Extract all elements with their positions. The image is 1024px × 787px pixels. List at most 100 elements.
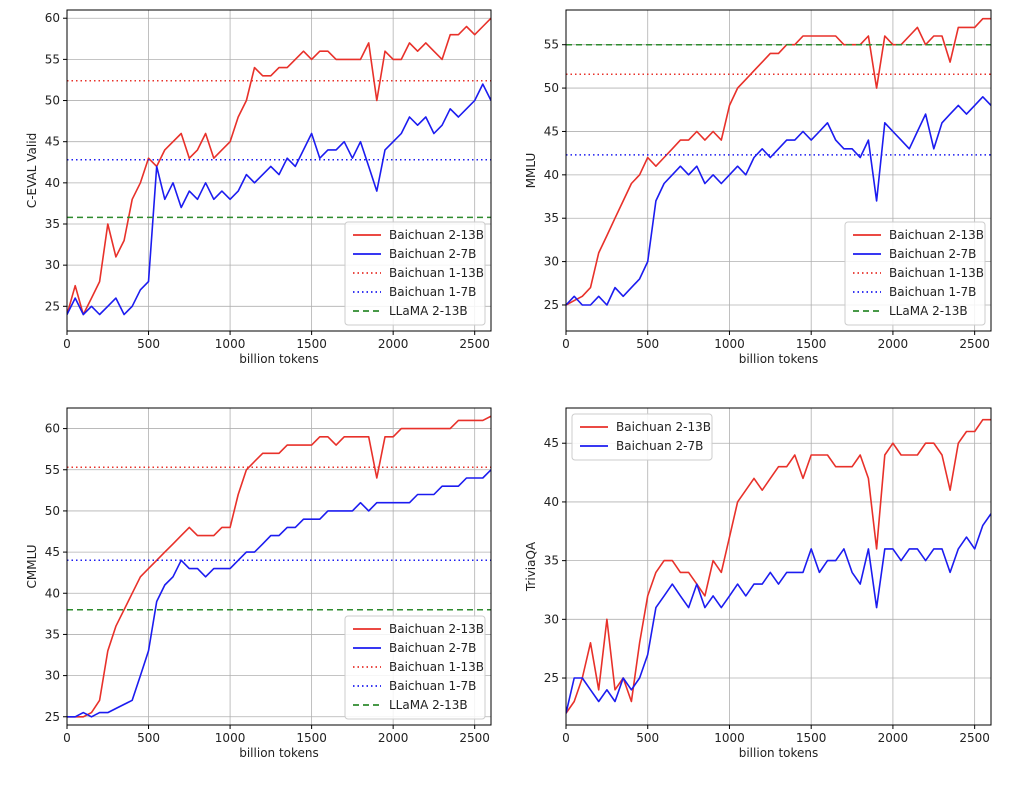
legend-label: Baichuan 2-7B [389, 641, 476, 655]
y-tick-label: 60 [45, 11, 60, 25]
series-group [67, 17, 491, 316]
x-tick-label: 1000 [215, 337, 246, 351]
y-tick-label: 50 [45, 504, 60, 518]
y-tick-label: 30 [45, 669, 60, 683]
y-tick-label: 55 [45, 463, 60, 477]
legend-label: Baichuan 2-13B [889, 228, 984, 242]
y-tick-label: 25 [544, 671, 559, 685]
y-tick-label: 35 [544, 211, 559, 225]
chart-panel-4: 0 500 1000 1500 2000 2500 25 30 35 40 45 billion to… [524, 407, 992, 760]
x-tick-label: 1500 [296, 337, 327, 351]
axes-frame [66, 407, 492, 726]
x-tick-label: 2500 [459, 731, 490, 745]
legend-label: Baichuan 1-13B [389, 660, 484, 674]
x-tick-label: 2500 [959, 337, 990, 351]
axes-frame [565, 407, 992, 726]
legend-box [344, 615, 486, 720]
legend-label: Baichuan 1-7B [389, 285, 476, 299]
y-tick-label: 30 [45, 258, 60, 272]
y-tick-label: 30 [544, 255, 559, 269]
y-tick-label: 25 [45, 299, 60, 313]
y-tick-label: 40 [45, 176, 60, 190]
y-tick-label: 55 [544, 38, 559, 52]
x-tick-label: 500 [636, 731, 659, 745]
x-tick-label: 1500 [296, 731, 327, 745]
y-tick-label: 40 [45, 586, 60, 600]
y-tick-label: 30 [544, 612, 559, 626]
x-tick-label: 500 [636, 337, 659, 351]
series-line-baichuan-2-13b [67, 17, 491, 316]
legend-label: LLaMA 2-13B [389, 304, 468, 318]
y-tick-label: 35 [544, 554, 559, 568]
x-tick-label: 2000 [878, 731, 909, 745]
legend-label: Baichuan 2-7B [389, 247, 476, 261]
series-group [566, 17, 991, 306]
y-tick-label: 45 [45, 545, 60, 559]
x-tick-label: 1500 [796, 337, 827, 351]
chart-panel-3: 0 500 1000 1500 2000 2500 25 30 35 40 45 50 55 60 bill… [25, 407, 492, 760]
x-tick-label: 500 [137, 731, 160, 745]
y-axis-label: CMMLU [25, 545, 39, 589]
series-line-baichuan-2-13b [566, 17, 991, 306]
legend-box [844, 221, 986, 326]
series-line-baichuan-2-13b [67, 415, 491, 718]
y-tick-label: 50 [544, 81, 559, 95]
axes-frame [565, 9, 992, 332]
x-tick-label: 1000 [714, 731, 745, 745]
y-tick-label: 45 [544, 436, 559, 450]
x-tick-label: 1000 [215, 731, 246, 745]
y-tick-label: 35 [45, 627, 60, 641]
x-tick-label: 2000 [878, 337, 909, 351]
x-tick-label: 0 [562, 731, 570, 745]
series-line-baichuan-2-7b [67, 83, 491, 316]
x-tick-label: 2000 [378, 731, 409, 745]
series-line-baichuan-2-7b [566, 513, 991, 714]
x-tick-label: 2500 [459, 337, 490, 351]
legend-label: Baichuan 1-7B [389, 679, 476, 693]
y-axis-label: C-EVAL Valid [25, 133, 39, 208]
x-tick-label: 0 [63, 731, 71, 745]
chart-panel-1: 0 500 1000 1500 2000 2500 25 30 35 40 45 50 55 60 bill… [25, 9, 492, 366]
y-tick-label: 45 [45, 135, 60, 149]
legend-label: Baichuan 2-13B [389, 228, 484, 242]
y-axis-label: MMLU [524, 153, 538, 189]
x-tick-label: 0 [562, 337, 570, 351]
chart-panel-2: 0 500 1000 1500 2000 2500 25 30 35 40 45 50 55 billio… [524, 9, 992, 366]
series-line-baichuan-2-7b [67, 469, 491, 718]
series-line-baichuan-2-13b [566, 418, 991, 714]
series-group [67, 415, 491, 718]
legend-box [571, 413, 713, 461]
x-axis-label: billion tokens [239, 746, 319, 760]
legend: Baichuan 2-13B Baichuan 2-7B [571, 413, 713, 461]
legend: Baichuan 2-13B Baichuan 2-7B Baichuan 1-13… [344, 615, 486, 720]
y-tick-label: 25 [544, 298, 559, 312]
legend: Baichuan 2-13B Baichuan 2-7B Baichuan 1-13… [844, 221, 986, 326]
y-tick-label: 60 [45, 422, 60, 436]
legend-label: Baichuan 1-13B [889, 266, 984, 280]
legend-box [344, 221, 486, 326]
axes-frame [66, 9, 492, 332]
legend-label: Baichuan 2-13B [389, 622, 484, 636]
x-tick-label: 1500 [796, 731, 827, 745]
legend-label: LLaMA 2-13B [389, 698, 468, 712]
y-tick-label: 55 [45, 52, 60, 66]
x-axis-label: billion tokens [739, 746, 819, 760]
legend-label: Baichuan 1-7B [889, 285, 976, 299]
y-tick-label: 35 [45, 217, 60, 231]
legend-label: Baichuan 2-7B [616, 439, 703, 453]
y-tick-label: 40 [544, 168, 559, 182]
legend-label: Baichuan 1-13B [389, 266, 484, 280]
series-line-baichuan-2-7b [566, 96, 991, 306]
legend: Baichuan 2-13B Baichuan 2-7B Baichuan 1-13… [344, 221, 486, 326]
y-axis-label: TriviaQA [524, 541, 538, 592]
x-tick-label: 500 [137, 337, 160, 351]
x-tick-label: 0 [63, 337, 71, 351]
y-tick-label: 45 [544, 124, 559, 138]
y-tick-label: 50 [45, 94, 60, 108]
legend-label: LLaMA 2-13B [889, 304, 968, 318]
x-tick-label: 2000 [378, 337, 409, 351]
y-tick-label: 25 [45, 710, 60, 724]
legend-label: Baichuan 2-7B [889, 247, 976, 261]
x-axis-label: billion tokens [739, 352, 819, 366]
